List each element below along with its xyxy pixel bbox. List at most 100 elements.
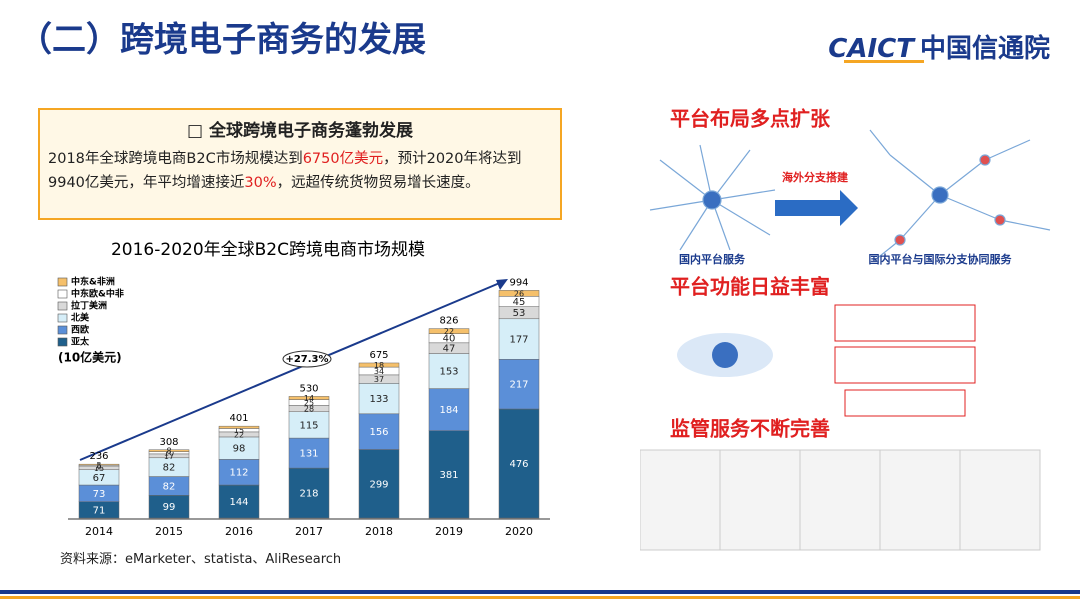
data-label: 71: [93, 505, 106, 516]
data-label: 45: [513, 297, 526, 308]
data-label: 144: [229, 497, 248, 508]
total-label: 675: [369, 350, 388, 361]
data-label: 381: [439, 470, 458, 481]
bar-segment: [288, 467, 330, 519]
data-label: 67: [93, 473, 106, 484]
legend-label: 西欧: [71, 324, 89, 336]
slide-title: （二）跨境电子商务的发展: [18, 20, 426, 60]
bar-segment: [288, 437, 330, 469]
data-label: 115: [299, 420, 318, 431]
bar-segment: [218, 425, 260, 429]
x-tick-label: 2020: [505, 525, 533, 538]
source: 资料来源：eMarketer、statista、AliResearch: [60, 552, 342, 567]
bar-segment: [428, 328, 470, 334]
network-left: [649, 144, 776, 251]
heading: 监管服务不断完善: [670, 417, 830, 441]
data-label: 133: [369, 394, 388, 405]
data-label: 47: [443, 344, 456, 355]
logo-underline: [844, 60, 924, 63]
y-axis-label: (10亿美元): [58, 350, 122, 365]
total-label: 530: [299, 383, 318, 394]
data-label: 112: [229, 468, 248, 479]
heading: 平台功能日益丰富: [670, 275, 830, 299]
x-tick-label: 2018: [365, 525, 393, 538]
footer-line: [0, 596, 1080, 599]
data-label: 13: [94, 464, 104, 473]
data-label: 217: [509, 380, 528, 391]
legend-swatch: [57, 277, 68, 287]
data-label: 18: [374, 361, 384, 370]
data-label: 218: [299, 489, 318, 500]
data-label: 82: [163, 481, 176, 492]
bar-segment: [288, 411, 330, 439]
data-label: 22: [234, 430, 244, 439]
footer-line: [0, 590, 1080, 594]
data-label: 17: [164, 452, 174, 461]
right-panel: 平台布局多点扩张 国内平台服务 海外分支搭建 国内平台与国际分支协同服务 平台功…: [640, 107, 1051, 551]
legend-label: 中东&非洲: [71, 276, 115, 288]
bar-segment: [148, 449, 190, 452]
data-label: 15: [234, 426, 244, 435]
bar-segment: [428, 388, 470, 432]
annotation: +27.3%: [285, 354, 328, 365]
heading: 平台布局多点扩张: [670, 107, 831, 131]
highlight: 6750亿美元: [302, 151, 384, 167]
bar-segment: [498, 290, 540, 297]
x-tick-label: 2019: [435, 525, 463, 538]
legend-swatch: [57, 289, 68, 299]
total-label: 401: [229, 413, 248, 424]
expand-arrow: [775, 190, 858, 226]
platform-node: [712, 342, 738, 368]
data-label: 10: [164, 449, 174, 458]
data-label: 99: [163, 502, 176, 513]
arrow-label: 海外分支搭建: [782, 170, 849, 184]
total-label: 308: [159, 437, 178, 448]
data-label: 25: [304, 398, 314, 407]
trend-arrow: [79, 281, 503, 461]
x-tick-label: 2014: [85, 525, 113, 538]
bar-segment: [358, 413, 400, 450]
x-tick-label: 2015: [155, 525, 183, 538]
annotation-badge: [282, 350, 332, 368]
logo-mark: CAICT: [828, 34, 914, 64]
bar-segment: [358, 383, 400, 415]
total-label: 236: [89, 451, 108, 462]
data-label: 53: [513, 308, 526, 319]
bar-segment: [218, 484, 260, 519]
chart-title: 2016-2020年全球B2C跨境电商市场规模: [111, 240, 425, 260]
data-label: 28: [304, 405, 314, 414]
function-box: [834, 346, 976, 384]
legend-label: 中东欧&中非: [71, 288, 124, 300]
data-label: 40: [443, 334, 456, 345]
bar-segment: [498, 359, 540, 410]
data-label: 153: [439, 367, 458, 378]
data-label: 26: [514, 289, 524, 298]
data-label: 73: [93, 489, 106, 500]
legend-swatch: [57, 301, 68, 311]
caption: 国内平台服务: [679, 252, 746, 266]
x-tick-label: 2016: [225, 525, 253, 538]
regulation-table: [640, 449, 1041, 551]
bar-segment: [498, 408, 540, 519]
data-label: 476: [509, 459, 528, 470]
data-label: 34: [374, 367, 384, 376]
legend-label: 亚太: [71, 336, 90, 348]
data-label: 6: [96, 462, 101, 471]
data-label: 98: [233, 444, 246, 455]
logo-name: 中国信通院: [919, 34, 1050, 64]
box-text: 2018年全球跨境电商B2C市场规模达到6750亿美元，预计2020年将达到99…: [48, 147, 552, 195]
legend-swatch: [57, 325, 68, 335]
bar-segment: [498, 318, 540, 360]
data-label: 5: [96, 461, 101, 470]
network-right: [869, 129, 1051, 261]
bar-segment: [358, 362, 400, 368]
bar-segment: [218, 459, 260, 486]
box-heading: □ 全球跨境电子商务蓬勃发展: [187, 121, 413, 141]
bar-segment: [288, 396, 330, 400]
legend-label: 拉丁美洲: [71, 300, 107, 312]
data-label: 82: [163, 463, 176, 474]
bar-segment: [428, 430, 470, 519]
text: 2018年全球跨境电商B2C市场规模达到: [48, 151, 303, 167]
data-label: 8: [166, 447, 171, 456]
